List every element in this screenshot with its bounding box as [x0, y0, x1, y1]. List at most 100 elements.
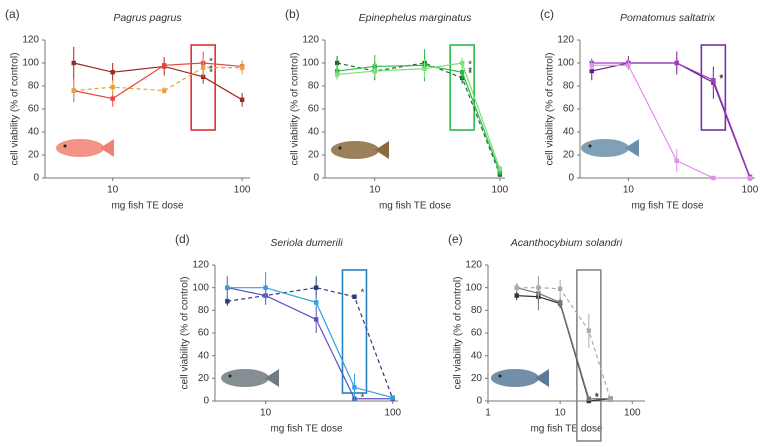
significance-mark: *: [360, 287, 364, 298]
y-tick-label: 120: [192, 260, 209, 271]
significance-mark: *: [468, 66, 472, 77]
y-tick-label: 80: [308, 81, 320, 92]
marker: [459, 70, 465, 75]
marker: [313, 300, 319, 305]
y-tick-label: 20: [308, 150, 320, 161]
marker: [536, 285, 541, 290]
marker: [110, 70, 115, 75]
panel-title: Acanthocybium solandri: [510, 237, 623, 249]
marker: [334, 72, 340, 77]
marker: [263, 285, 268, 290]
y-tick-label: 100: [465, 282, 482, 293]
fish-tail: [375, 141, 389, 159]
y-tick-label: 20: [198, 373, 210, 384]
y-tick-label: 40: [198, 350, 210, 361]
series-line: [73, 62, 243, 100]
y-tick-label: 0: [203, 396, 209, 407]
fish-tail: [625, 139, 639, 157]
x-tick-label: 100: [742, 185, 759, 196]
series-line: [591, 62, 751, 178]
x-tick-label: 1: [485, 408, 491, 419]
panel: 0 20 40 60 80 100 120 10 100 mg fish TE dose cell …: [5, 7, 251, 211]
y-tick-label: 120: [465, 260, 482, 271]
marker: [586, 328, 592, 333]
marker: [352, 385, 357, 390]
y-tick-label: 60: [563, 104, 575, 115]
highlight-box: [700, 44, 727, 131]
y-axis-label: cell viability (% of control): [10, 53, 21, 166]
fish-tail: [100, 139, 114, 157]
x-axis-label: mg fish TE dose: [111, 201, 184, 212]
significance-mark: *: [468, 69, 472, 80]
marker: [162, 63, 167, 68]
marker: [313, 317, 319, 322]
panel: 0 20 40 60 80 100 120 10 100 mg fish TE dose cell …: [540, 7, 759, 211]
y-tick-label: 80: [198, 305, 210, 316]
marker: [747, 175, 753, 181]
panel-title: Pomatomus saltatrix: [620, 12, 716, 24]
x-tick-label: 10: [260, 408, 272, 419]
marker: [239, 97, 245, 102]
significance-mark: *: [360, 392, 364, 403]
y-tick-label: 40: [471, 350, 483, 361]
y-tick-label: 60: [28, 104, 40, 115]
x-axis-label: mg fish TE dose: [631, 201, 704, 212]
marker: [352, 294, 357, 299]
marker: [390, 395, 395, 400]
series-line: [591, 64, 750, 179]
series-line: [73, 62, 243, 101]
x-tick-label: 10: [555, 408, 567, 419]
fish-body: [221, 369, 269, 387]
x-axis-label: mg fish TE dose: [270, 424, 343, 435]
y-axis-label: cell viability (% of control): [453, 277, 464, 390]
y-tick-label: 80: [563, 81, 575, 92]
y-tick-label: 0: [313, 173, 319, 184]
panel-label: (b): [285, 7, 300, 21]
marker: [497, 166, 503, 171]
significance-mark: *: [468, 60, 472, 71]
x-tick-label: 10: [369, 185, 381, 196]
highlight-box: [449, 44, 475, 131]
fish-body: [331, 141, 379, 159]
marker: [514, 285, 519, 290]
y-tick-label: 120: [302, 35, 319, 46]
fish-tail: [535, 369, 549, 387]
marker: [110, 96, 115, 101]
fish-tail: [265, 369, 279, 387]
panel-label: (e): [448, 232, 463, 246]
y-tick-label: 100: [22, 58, 39, 69]
panel-label: (d): [175, 232, 190, 246]
series-line: [516, 295, 611, 402]
marker: [557, 286, 563, 291]
y-axis-label: cell viability (% of control): [180, 277, 191, 390]
fish-body: [56, 139, 104, 157]
fish-eye: [498, 374, 502, 378]
series-line: [336, 62, 501, 175]
y-tick-label: 40: [28, 127, 40, 138]
significance-mark: *: [595, 392, 599, 403]
marker: [225, 299, 230, 304]
y-axis-label: cell viability (% of control): [545, 53, 556, 166]
y-axis-label: cell viability (% of control): [290, 53, 301, 166]
y-tick-label: 40: [563, 127, 575, 138]
y-tick-label: 100: [557, 58, 574, 69]
marker: [162, 88, 167, 93]
y-tick-label: 120: [22, 35, 39, 46]
x-axis-label: mg fish TE dose: [379, 201, 452, 212]
panel-title: Epinephelus marginatus: [359, 12, 472, 24]
marker: [608, 397, 613, 403]
panel: 0 20 40 60 80 100 120 10 100 mg fish TE dose cell …: [175, 232, 402, 434]
panel-label: (c): [540, 7, 554, 21]
marker: [334, 60, 340, 66]
significance-mark: *: [719, 73, 723, 84]
marker: [586, 396, 592, 401]
marker: [589, 63, 594, 68]
y-tick-label: 80: [471, 305, 483, 316]
fish-eye: [228, 374, 232, 378]
y-tick-label: 0: [568, 173, 574, 184]
highlight-box: [576, 269, 602, 442]
panel-title: Seriola dumerili: [270, 237, 343, 249]
marker: [674, 158, 679, 163]
